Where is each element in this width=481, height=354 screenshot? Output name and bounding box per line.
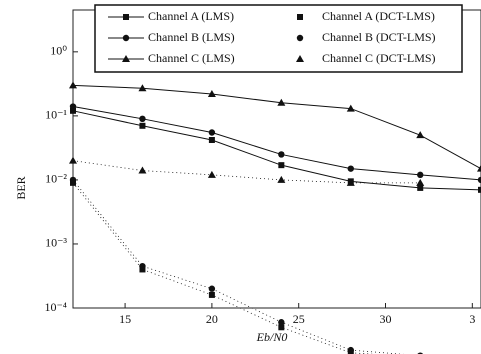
marker	[138, 84, 147, 92]
marker	[139, 262, 146, 270]
legend-label: Channel B (LMS)	[148, 30, 235, 44]
y-tick-label: 10⁻¹	[45, 108, 67, 122]
marker	[207, 89, 216, 97]
marker	[416, 178, 425, 186]
marker	[139, 266, 146, 273]
x-tick-label: 30	[380, 312, 392, 326]
marker	[208, 129, 216, 136]
marker	[347, 165, 354, 172]
legend-label: Channel A (DCT-LMS)	[322, 9, 435, 23]
legend-label: Channel A (LMS)	[148, 9, 234, 23]
marker	[296, 34, 304, 42]
x-tick-label: 25	[293, 312, 305, 326]
marker	[278, 162, 285, 169]
marker	[278, 324, 285, 331]
marker	[416, 131, 425, 139]
marker	[296, 55, 304, 62]
y-tick-label: 10⁻²	[45, 172, 67, 186]
series-line	[72, 106, 481, 181]
marker	[278, 319, 285, 326]
x-tick-label: 3	[469, 312, 475, 326]
marker	[477, 176, 481, 184]
series-line	[72, 84, 481, 170]
marker	[417, 171, 424, 179]
marker	[477, 164, 481, 172]
marker	[70, 107, 76, 114]
series-line	[72, 182, 376, 354]
marker	[122, 34, 130, 42]
y-tick-label: 10⁻³	[45, 236, 67, 250]
y-tick-label: 10⁰	[50, 44, 67, 58]
legend: Channel A (LMS) Channel A (DCT-LMS) Channe…	[94, 4, 463, 73]
y-tick-label: 10⁻⁴	[44, 300, 67, 314]
marker	[347, 346, 354, 354]
marker	[138, 166, 147, 174]
marker	[346, 178, 355, 186]
marker	[277, 175, 286, 183]
marker	[207, 170, 216, 178]
marker	[69, 156, 77, 164]
marker	[123, 14, 129, 20]
marker	[478, 186, 481, 193]
marker	[69, 81, 77, 89]
series-line	[72, 160, 421, 184]
marker	[69, 103, 77, 110]
legend-label: Channel C (LMS)	[148, 51, 235, 65]
legend-box	[94, 4, 463, 73]
series-line	[72, 179, 405, 354]
marker	[277, 98, 286, 106]
x-tick-label: 20	[206, 312, 218, 326]
marker	[417, 184, 424, 191]
legend-label: Channel B (DCT-LMS)	[322, 30, 436, 44]
marker	[139, 115, 146, 123]
marker	[139, 122, 146, 129]
marker	[208, 137, 215, 144]
marker	[278, 151, 285, 158]
marker	[69, 176, 77, 184]
legend-label: Channel C (DCT-LMS)	[322, 51, 436, 65]
marker	[208, 285, 216, 292]
x-axis-label: Eb/N0	[256, 330, 288, 344]
marker	[346, 104, 355, 112]
x-tick-label: 15	[119, 312, 131, 326]
marker	[208, 291, 215, 298]
marker	[122, 55, 130, 62]
y-axis-label: BER	[14, 176, 28, 199]
marker	[297, 14, 303, 20]
